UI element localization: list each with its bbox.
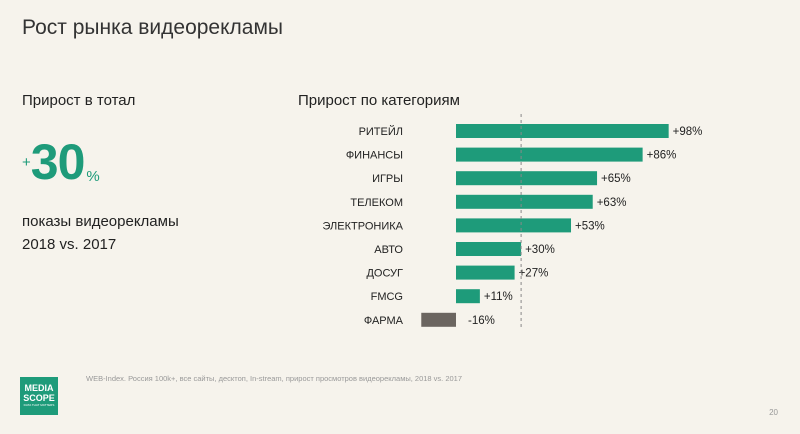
bar — [456, 147, 643, 162]
bar — [456, 171, 598, 186]
page-number: 20 — [769, 408, 778, 417]
logo-line-2: SCOPE — [23, 393, 55, 403]
value-label: +63% — [597, 197, 627, 209]
bar — [456, 124, 669, 138]
category-label: ЭЛЕКТРОНИКА — [323, 220, 404, 232]
source-footnote: WEB-Index. Россия 100k+, все сайты, деск… — [86, 374, 463, 383]
value-label: +98% — [673, 126, 703, 138]
bar — [421, 312, 456, 327]
description-line-1: показы видеорекламы — [22, 213, 179, 230]
bar — [456, 265, 515, 280]
total-growth-percent: % — [86, 168, 100, 185]
chart-title: Прирост по категориям — [298, 92, 460, 109]
category-label: FMCG — [371, 291, 403, 303]
value-label: +30% — [525, 244, 555, 256]
value-label: +86% — [647, 150, 677, 162]
category-label: ДОСУГ — [366, 268, 403, 280]
total-growth-description: показы видеорекламы 2018 vs. 2017 — [22, 210, 179, 256]
page-title: Рост рынка видеорекламы — [22, 16, 283, 39]
bar — [456, 242, 522, 256]
mediascope-logo: MEDIA SCOPE DATA THAT MATTERS — [20, 377, 58, 415]
logo-line-1: MEDIA — [24, 383, 54, 393]
total-growth-subtitle: Прирост в тотал — [22, 92, 136, 109]
category-label: АВТО — [374, 244, 403, 256]
category-growth-chart: РИТЕЙЛ +98% ФИНАНСЫ +86% ИГРЫ +65% ТЕЛЕКОМ +63%… — [323, 114, 703, 329]
bar — [456, 194, 593, 209]
category-label: ТЕЛЕКОМ — [350, 197, 403, 209]
total-growth-number: 30 — [30, 134, 86, 190]
total-growth-value: +30% — [22, 133, 100, 191]
value-label: -16% — [468, 315, 495, 327]
total-growth-plus: + — [22, 154, 31, 171]
value-label: +65% — [601, 173, 631, 185]
bar — [456, 289, 480, 304]
value-label: +27% — [519, 268, 549, 280]
category-label: ИГРЫ — [372, 173, 403, 185]
bar — [456, 218, 572, 233]
category-label: ФИНАНСЫ — [346, 150, 403, 162]
category-label: ФАРМА — [364, 315, 404, 327]
value-label: +11% — [484, 291, 513, 303]
category-label: РИТЕЙЛ — [359, 125, 403, 138]
logo-tagline: DATA THAT MATTERS — [23, 403, 55, 407]
description-line-2: 2018 vs. 2017 — [22, 236, 117, 253]
value-label: +53% — [575, 220, 605, 232]
